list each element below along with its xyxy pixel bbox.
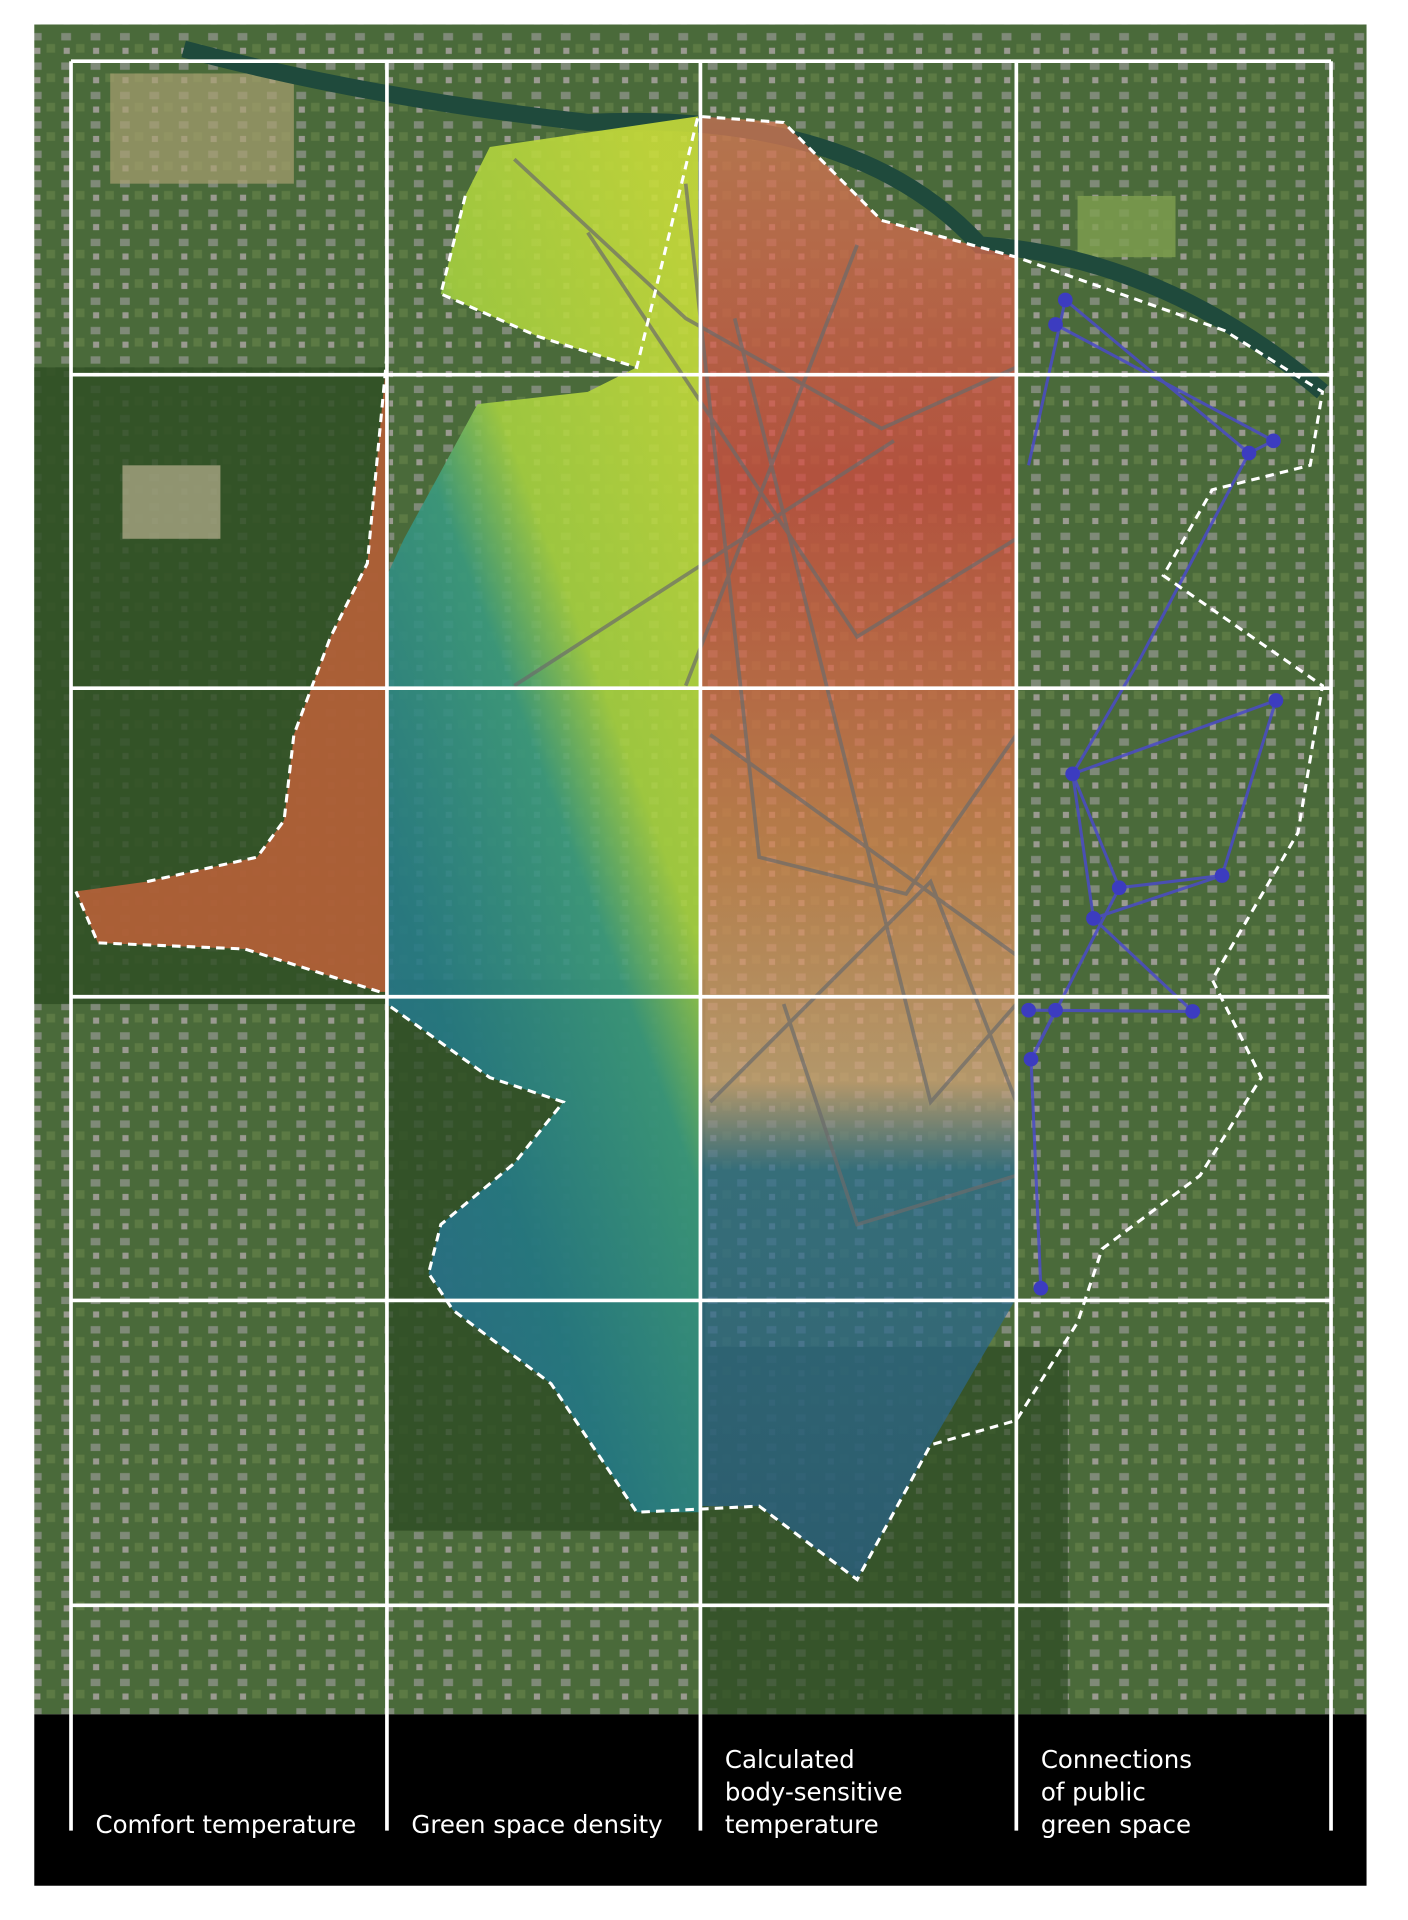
panel-label: Green space density <box>411 1810 662 1839</box>
study-boundary <box>74 114 1325 1582</box>
panel-label: Connections <box>1041 1745 1192 1774</box>
river <box>181 40 1328 399</box>
green-space-density-area <box>386 116 701 1513</box>
panel-label: green space <box>1041 1810 1191 1839</box>
panel-label: of public <box>1041 1778 1146 1807</box>
map-layer: Comfort temperature Green space density Ca… <box>34 24 1367 1886</box>
field <box>1077 195 1176 258</box>
panel-label: Comfort temperature <box>96 1810 357 1839</box>
network-nodes <box>1021 292 1284 1296</box>
grid <box>69 59 1333 1831</box>
panel-label: temperature <box>725 1810 879 1839</box>
field <box>110 73 294 184</box>
body-temperature-area <box>700 116 1017 1580</box>
panel-label: body-sensitive <box>725 1778 903 1807</box>
comfort-temperature-area <box>75 355 387 992</box>
panel-label: Calculated <box>725 1745 855 1774</box>
field <box>122 465 221 539</box>
panel-labels: Comfort temperature Green space density Ca… <box>96 1745 1193 1839</box>
